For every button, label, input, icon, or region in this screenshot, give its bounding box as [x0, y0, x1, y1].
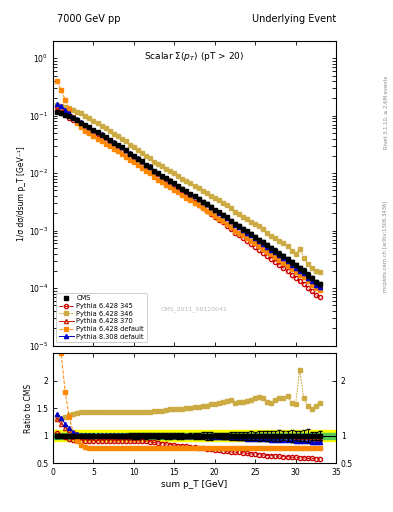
Text: mcplots.cern.ch [arXiv:1306.3436]: mcplots.cern.ch [arXiv:1306.3436] — [384, 200, 388, 291]
Text: Scalar $\Sigma(p_T)$ (pT > 20): Scalar $\Sigma(p_T)$ (pT > 20) — [144, 50, 245, 63]
X-axis label: sum p_T [GeV]: sum p_T [GeV] — [162, 480, 228, 489]
Text: Rivet 3.1.10, ≥ 2.6M events: Rivet 3.1.10, ≥ 2.6M events — [384, 76, 388, 150]
Text: 7000 GeV pp: 7000 GeV pp — [57, 14, 121, 24]
Text: CMS_2011_S9120041: CMS_2011_S9120041 — [161, 306, 228, 312]
Y-axis label: 1/σ dσ/dsum p_T [GeV⁻¹]: 1/σ dσ/dsum p_T [GeV⁻¹] — [17, 146, 26, 241]
Y-axis label: Ratio to CMS: Ratio to CMS — [24, 384, 33, 433]
Text: Underlying Event: Underlying Event — [252, 14, 336, 24]
Legend: CMS, Pythia 6.428 345, Pythia 6.428 346, Pythia 6.428 370, Pythia 6.428 default,: CMS, Pythia 6.428 345, Pythia 6.428 346,… — [56, 292, 147, 342]
